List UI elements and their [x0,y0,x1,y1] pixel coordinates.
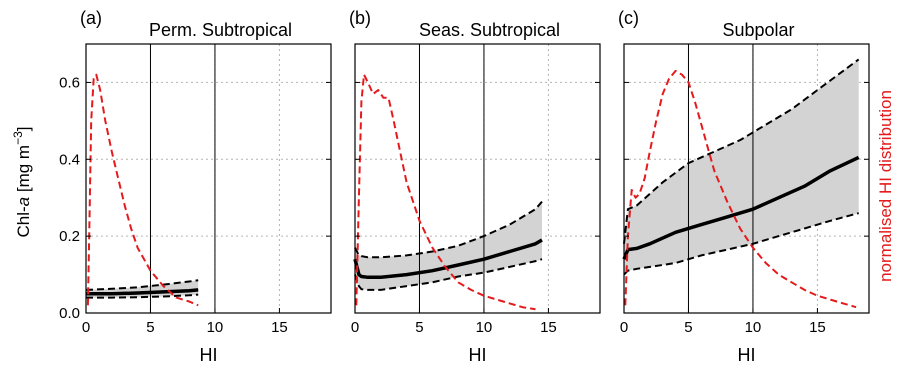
panel-title: Subpolar [722,20,794,40]
hi-distribution-line [86,73,199,307]
axes-frame [354,43,601,314]
x-tick-label: 10 [745,319,762,336]
upper-bound-line [85,279,199,291]
x-tick-label: 0 [82,319,90,336]
x-axis-label: HI [738,345,756,365]
panel-2: 0 5 10 15 HI (b) Seas. Subtropical [349,8,601,365]
y-tick-label: 0.2 [59,228,80,245]
upper-bound-line [354,200,543,259]
mean-line [86,288,199,296]
mean-line [622,155,860,260]
lower-bound-line [354,258,543,291]
y-tick-label: 0.6 [59,74,80,91]
x-tick-label: 0 [351,319,359,336]
x-axis-label: HI [200,345,218,365]
panel-label: (c) [618,8,639,28]
x-tick-label: 15 [809,319,826,336]
hi-distribution-line [355,73,536,311]
upper-bound-line [623,58,860,244]
panel-title: Seas. Subtropical [419,20,560,40]
panel-label: (b) [349,8,371,28]
x-tick-label: 0 [620,319,628,336]
panel-label: (a) [80,8,102,28]
x-tick-label: 10 [476,319,493,336]
x-tick-label: 15 [540,319,557,336]
panel-1: 0 5 10 15 0.0 0.2 0.4 0.6 HI (a) Perm. Subtropical [59,8,332,365]
hi-distribution-line [624,69,857,309]
lower-bound-line [86,293,199,299]
axes-frame [85,43,332,314]
x-tick-label: 5 [146,319,154,336]
y-axis-label: Chl-a [mg m−3] [11,126,33,237]
panel-title: Perm. Subtropical [149,20,292,40]
x-tick-label: 5 [684,319,692,336]
confidence-band [624,59,859,275]
y-tick-label: 0.0 [59,305,80,322]
confidence-band [355,201,542,290]
x-tick-label: 15 [271,319,288,336]
right-y-axis-label: normalised HI distribution [876,90,895,282]
x-tick-label: 5 [415,319,423,336]
lower-bound-line [623,212,859,276]
x-tick-label: 10 [207,319,224,336]
y-tick-label: 0.4 [59,151,80,168]
axes-frame [623,43,870,314]
x-axis-label: HI [469,345,487,365]
panel-3: 0 5 10 15 HI (c) Subpolar [618,8,870,365]
mean-line [353,238,543,280]
